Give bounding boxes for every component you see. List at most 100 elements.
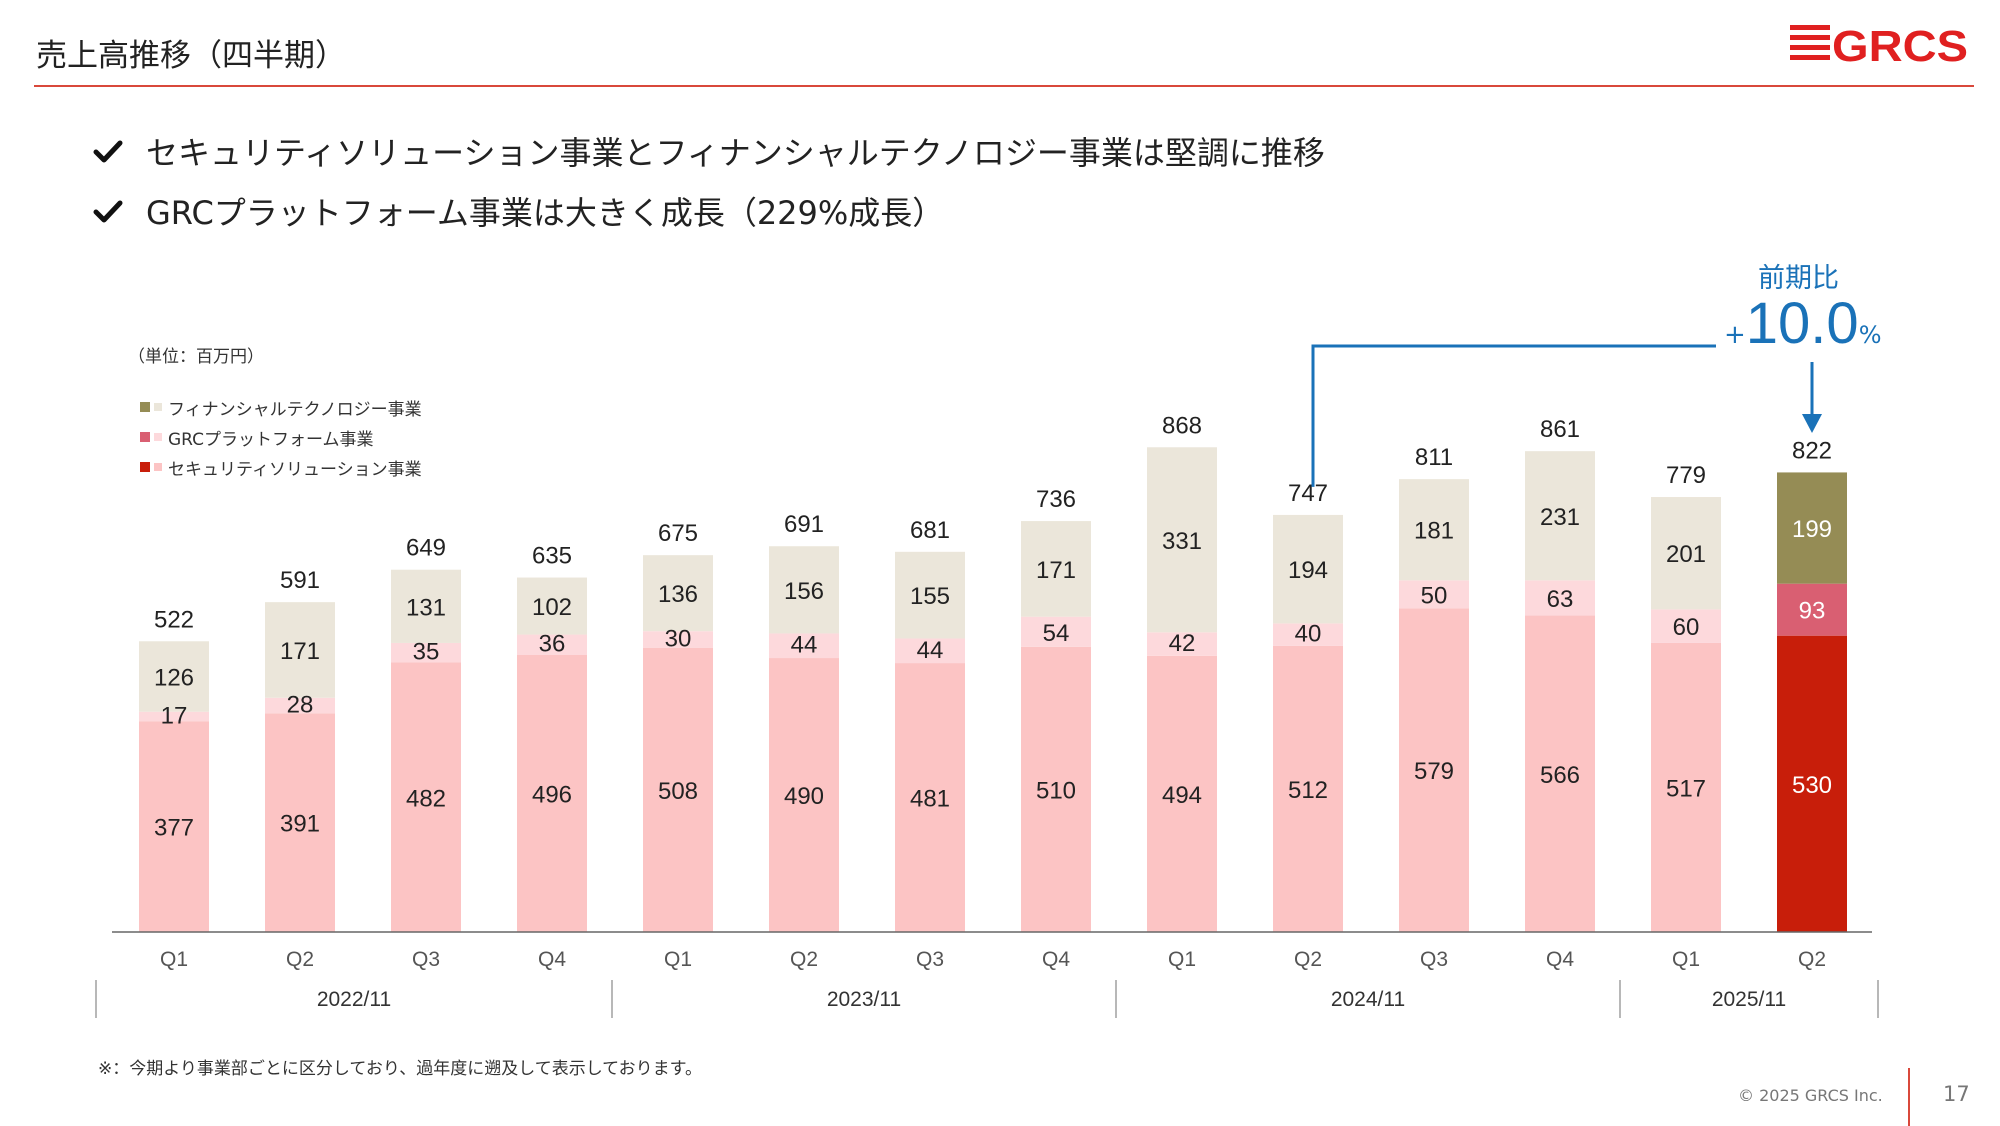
legend-label: GRCプラットフォーム事業 xyxy=(168,429,374,450)
bar-fintech xyxy=(265,602,335,698)
bar-fintech xyxy=(1399,479,1469,581)
bar-security xyxy=(769,658,839,932)
bar-grc xyxy=(1021,616,1091,647)
legend-item-grc: GRCプラットフォーム事業 xyxy=(140,422,422,452)
data-label-grc: 54 xyxy=(1043,620,1070,647)
data-label-grc: 42 xyxy=(1169,630,1196,657)
bar-fintech xyxy=(1651,497,1721,610)
data-label-fintech: 171 xyxy=(280,638,320,665)
bar-fintech xyxy=(391,569,461,643)
bar-grc xyxy=(1147,632,1217,656)
x-tick-label: Q3 xyxy=(412,948,440,971)
bar-grc xyxy=(391,642,461,663)
unit-note: （単位：百万円） xyxy=(128,347,264,367)
total-label: 861 xyxy=(1540,416,1580,443)
period-label: 2023/11 xyxy=(827,988,901,1011)
copyright: © 2025 GRCS Inc. xyxy=(1738,1086,1883,1105)
bar-fintech xyxy=(1525,451,1595,581)
data-label-security: 494 xyxy=(1162,782,1202,809)
data-label-security: 482 xyxy=(406,785,446,812)
bar-security xyxy=(1273,645,1343,932)
bar-security xyxy=(643,647,713,932)
bar-fintech xyxy=(643,555,713,632)
total-label: 747 xyxy=(1288,480,1328,507)
data-label-security: 377 xyxy=(154,815,194,842)
data-label-security: 481 xyxy=(910,786,950,813)
data-label-fintech: 131 xyxy=(406,594,446,621)
x-tick-label: Q1 xyxy=(160,948,188,971)
data-label-grc: 93 xyxy=(1799,598,1826,625)
bar-grc xyxy=(1525,580,1595,616)
bar-grc xyxy=(769,633,839,659)
footer-divider xyxy=(1908,1068,1910,1126)
data-label-grc: 63 xyxy=(1547,586,1574,613)
total-label: 591 xyxy=(280,567,320,594)
bar-grc xyxy=(1399,580,1469,609)
total-label: 649 xyxy=(406,535,446,562)
arrow-down-icon xyxy=(1802,414,1822,433)
data-label-grc: 60 xyxy=(1673,614,1700,641)
data-label-fintech: 201 xyxy=(1666,541,1706,568)
x-tick-label: Q1 xyxy=(1672,948,1700,971)
bullet-text: セキュリティソリューション事業とフィナンシャルテクノロジー事業は堅調に推移 xyxy=(146,134,1325,172)
data-label-fintech: 102 xyxy=(532,594,572,621)
bar-fintech xyxy=(517,577,587,635)
legend-swatch-past xyxy=(154,463,162,471)
x-tick-label: Q1 xyxy=(1168,948,1196,971)
data-label-fintech: 171 xyxy=(1036,557,1076,584)
x-tick-label: Q3 xyxy=(916,948,944,971)
bullet-item: セキュリティソリューション事業とフィナンシャルテクノロジー事業は堅調に推移 xyxy=(90,128,1325,174)
yoy-value: +10.0% xyxy=(1724,290,1882,357)
data-label-security: 508 xyxy=(658,778,698,805)
bar-grc xyxy=(517,634,587,655)
bar-security xyxy=(895,663,965,932)
yoy-plus: + xyxy=(1724,320,1746,350)
data-label-security: 490 xyxy=(784,783,824,810)
total-label: 811 xyxy=(1415,444,1453,471)
bar-security xyxy=(1525,615,1595,932)
data-label-grc: 50 xyxy=(1421,582,1448,609)
bar-fintech xyxy=(1147,447,1217,633)
total-label: 691 xyxy=(784,511,824,538)
bar-fintech xyxy=(769,546,839,634)
data-label-grc: 40 xyxy=(1295,621,1322,648)
x-tick-label: Q2 xyxy=(1798,948,1826,971)
bar-grc xyxy=(1651,609,1721,643)
legend-swatch-past xyxy=(154,433,162,441)
data-label-security: 517 xyxy=(1666,775,1706,802)
legend-swatch xyxy=(140,432,150,442)
x-tick-label: Q4 xyxy=(1546,948,1574,971)
data-label-fintech: 199 xyxy=(1792,516,1832,543)
bar-grc xyxy=(643,631,713,648)
total-label: 736 xyxy=(1036,486,1076,513)
bar-grc xyxy=(139,711,209,722)
total-label: 822 xyxy=(1792,437,1832,464)
data-label-grc: 36 xyxy=(539,631,566,658)
bar-grc xyxy=(1777,583,1847,636)
footnote: ※：今期より事業部ごとに区分しており、過年度に遡及して表示しております。 xyxy=(98,1059,702,1079)
total-label: 779 xyxy=(1666,462,1706,489)
data-label-security: 579 xyxy=(1414,758,1454,785)
data-label-fintech: 181 xyxy=(1414,518,1454,545)
data-label-grc: 17 xyxy=(161,702,188,729)
bullet-text: GRCプラットフォーム事業は大きく成長（229%成長） xyxy=(146,194,945,232)
title-divider xyxy=(34,85,1974,87)
legend-label: フィナンシャルテクノロジー事業 xyxy=(168,399,422,420)
bar-fintech xyxy=(1021,521,1091,617)
data-label-grc: 35 xyxy=(413,639,440,666)
yoy-unit: % xyxy=(1858,321,1882,349)
data-label-fintech: 331 xyxy=(1162,528,1202,555)
yoy-label: 前期比 xyxy=(1758,263,1839,294)
comparison-bracket xyxy=(1311,344,1716,487)
bar-security xyxy=(1651,642,1721,932)
bar-fintech xyxy=(1777,472,1847,584)
data-label-fintech: 194 xyxy=(1288,557,1328,584)
data-label-fintech: 155 xyxy=(910,583,950,610)
total-label: 681 xyxy=(910,517,950,544)
data-label-security: 496 xyxy=(532,781,572,808)
total-label: 675 xyxy=(658,520,698,547)
yoy-number: 10.0 xyxy=(1745,291,1859,356)
legend-label: セキュリティソリューション事業 xyxy=(168,459,422,480)
check-icon xyxy=(93,200,123,223)
bar-security xyxy=(517,654,587,932)
